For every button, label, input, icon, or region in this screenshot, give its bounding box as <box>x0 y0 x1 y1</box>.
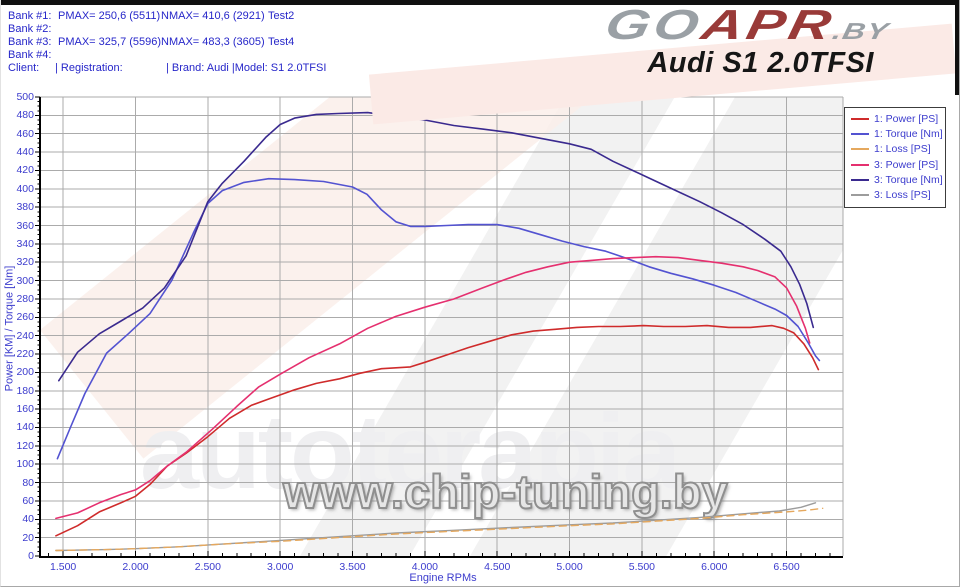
bank-label: Bank #3: <box>8 36 52 48</box>
legend-label: 1: Loss [PS] <box>874 143 931 156</box>
watermark-site-text: www.chip-tuning.by <box>282 464 729 519</box>
legend-swatch <box>851 148 869 151</box>
bank-label: Bank #1: <box>8 10 52 22</box>
legend-label: 1: Torque [Nm] <box>874 128 943 141</box>
registration-label: | Registration: <box>55 62 123 74</box>
bank-pmax: PMAX= 325,7 (5596) <box>58 36 162 48</box>
right-black-bar <box>955 0 960 95</box>
series-1-loss-ps- <box>55 507 824 552</box>
bank-nmax: NMAX= 483,3 (3605) <box>161 36 265 48</box>
legend-label: 3: Loss [PS] <box>874 188 931 201</box>
brand-model-label: | Brand: Audi |Model: S1 2.0TFSI <box>166 62 327 74</box>
bank-row-4: Bank #4: <box>8 49 326 62</box>
bank-nmax: NMAX= 410,6 (2921) <box>161 10 265 22</box>
logo-go: GO <box>600 1 708 48</box>
legend-item-3: 1: Loss [PS] <box>851 143 943 155</box>
client-label: Client: <box>8 62 40 74</box>
logo-by: .BY <box>829 18 892 44</box>
series-3-power-ps- <box>55 255 811 520</box>
legend-swatch <box>851 163 869 166</box>
legend-swatch <box>851 193 869 196</box>
top-black-bar <box>0 0 960 5</box>
bank-pmax: PMAX= 250,6 (5511) <box>58 10 161 22</box>
bank-test: Test2 <box>268 10 295 22</box>
vehicle-title: Audi S1 2.0TFSI <box>647 47 874 79</box>
series-3-loss-ps- <box>55 502 817 552</box>
legend-item-1: 1: Power [PS] <box>851 113 943 125</box>
bank-label: Bank #4: <box>8 49 52 61</box>
bank-test: Test4 <box>268 36 295 48</box>
client-row: Client: | Registration: | Brand: Audi |Mod… <box>8 62 326 75</box>
bank-row-2: Bank #2: <box>8 23 326 36</box>
logo-apr: APR <box>697 1 840 48</box>
legend-swatch <box>851 118 869 120</box>
legend-item-5: 3: Torque [Nm] <box>851 174 943 186</box>
legend: 1: Power [PS] 1: Torque [Nm] 1: Loss [PS] 3… <box>844 107 946 209</box>
series-3-torque-nm- <box>58 111 815 382</box>
legend-swatch <box>851 178 869 181</box>
legend-label: 1: Power [PS] <box>874 113 939 125</box>
legend-label: 3: Torque [Nm] <box>874 173 943 186</box>
legend-item-4: 3: Power [PS] <box>851 159 943 171</box>
bank-info: Bank #1: PMAX= 250,6 (5511)NMAX= 410,6 (2… <box>8 10 326 75</box>
bank-label: Bank #2: <box>8 23 52 35</box>
goapr-logo: GOAPR.BY <box>600 1 894 51</box>
bank-row-3: Bank #3: PMAX= 325,7 (5596)NMAX= 483,3 (3… <box>8 36 326 49</box>
legend-item-2: 1: Torque [Nm] <box>851 128 943 140</box>
bank-row-1: Bank #1: PMAX= 250,6 (5511)NMAX= 410,6 (2… <box>8 10 326 23</box>
report-header: Bank #1: PMAX= 250,6 (5511)NMAX= 410,6 (2… <box>0 1 960 125</box>
series-1-power-ps- <box>55 324 820 537</box>
legend-swatch <box>851 133 869 136</box>
legend-item-6: 3: Loss [PS] <box>851 189 943 201</box>
series-1-torque-nm- <box>56 177 821 460</box>
legend-label: 3: Power [PS] <box>874 158 939 171</box>
